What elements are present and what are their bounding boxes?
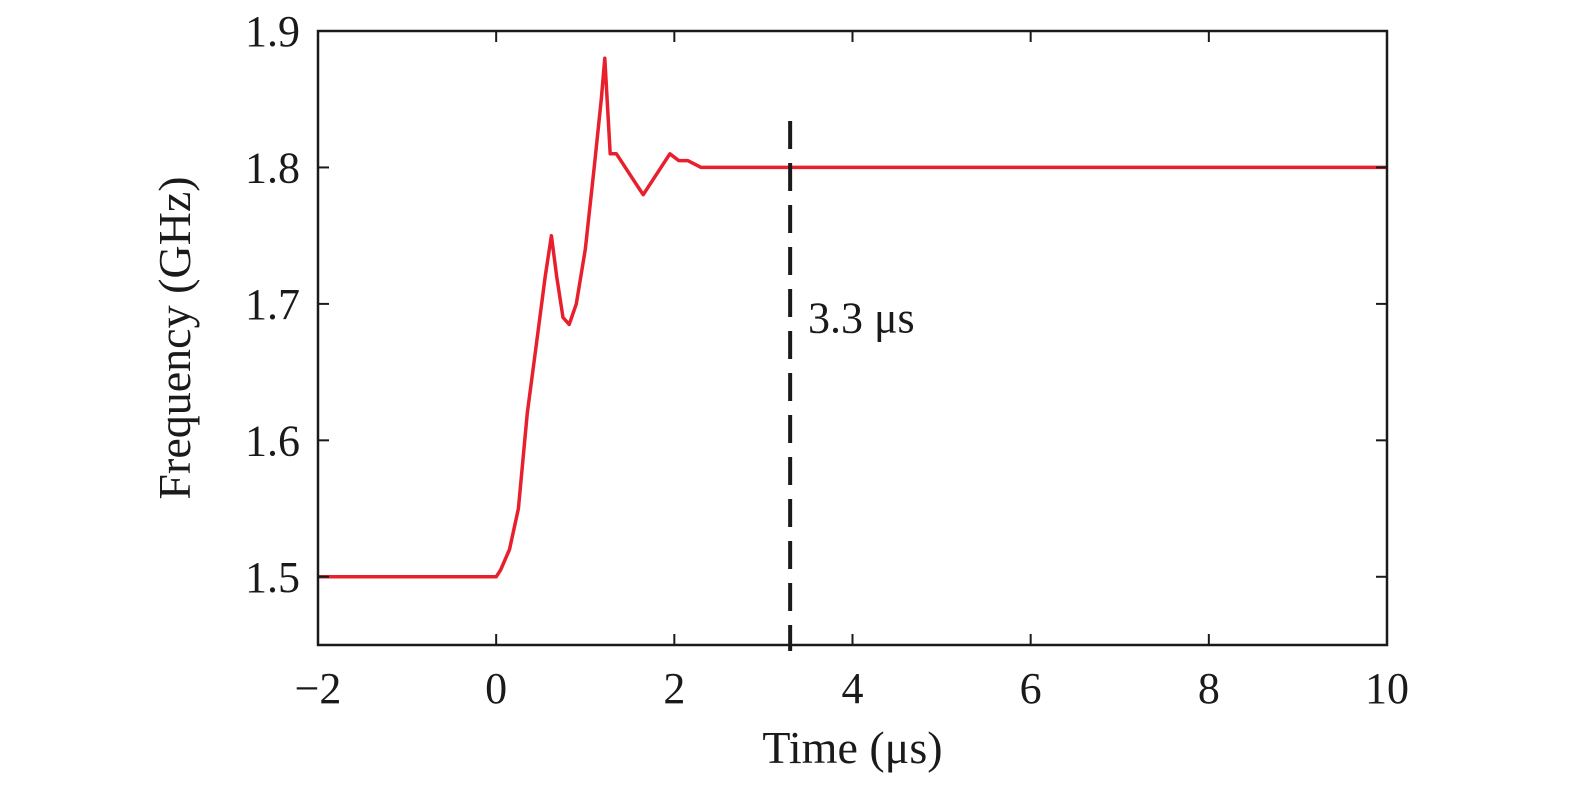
y-tick-label: 1.8 (245, 143, 300, 192)
x-axis-title: Time (μs) (762, 722, 942, 773)
series-layer (318, 56, 1387, 579)
x-tick-label: −2 (295, 664, 342, 713)
x-tick-label: 4 (842, 664, 864, 713)
series-line (318, 56, 1387, 579)
y-tick-label: 1.5 (245, 553, 300, 602)
x-tick-label: 2 (663, 664, 685, 713)
x-tick-label: 6 (1020, 664, 1042, 713)
x-axis: −2 0 2 4 6 8 10 (295, 31, 1409, 713)
settling-time-label: 3.3 μs (808, 294, 915, 343)
x-tick-label: 0 (485, 664, 507, 713)
y-axis-title: Frequency (GHz) (149, 176, 200, 499)
x-tick-label: 10 (1365, 664, 1409, 713)
y-tick-label: 1.6 (245, 416, 300, 465)
x-tick-label: 8 (1198, 664, 1220, 713)
y-axis: 1.5 1.6 1.7 1.8 1.9 (245, 7, 1387, 602)
y-tick-label: 1.7 (245, 280, 300, 329)
y-tick-label: 1.9 (245, 7, 300, 56)
annotation-layer: 3.3 μs (788, 121, 915, 651)
